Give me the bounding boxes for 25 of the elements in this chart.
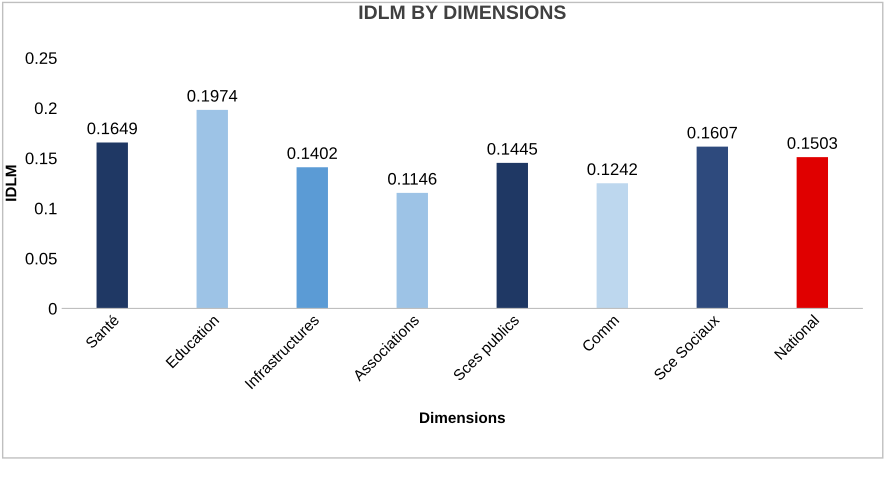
bar <box>596 183 628 308</box>
y-tick-label: 0.15 <box>26 152 57 164</box>
bar <box>96 142 128 308</box>
bar <box>396 192 428 308</box>
bar <box>296 167 328 308</box>
data-label: 0.1402 <box>287 147 337 160</box>
bar <box>796 157 828 308</box>
y-tick-label: 0 <box>48 302 57 315</box>
data-label: 0.1607 <box>687 126 737 139</box>
y-tick-label: 0.05 <box>26 252 57 265</box>
x-axis-title: Dimensions <box>420 412 505 424</box>
data-label: 0.1503 <box>787 137 838 149</box>
bar <box>196 110 228 308</box>
y-tick-label: 0.1 <box>34 202 57 214</box>
data-label: 0.1649 <box>87 122 137 134</box>
data-label: 0.1445 <box>487 142 538 155</box>
data-label: 0.1242 <box>587 163 637 176</box>
bar <box>696 146 728 308</box>
data-label: 0.1146 <box>388 172 436 185</box>
y-axis-title: IDLM <box>6 166 16 201</box>
data-label: 0.1974 <box>187 90 238 102</box>
y-tick-label: 0.25 <box>26 52 57 64</box>
chart-title: IDLM BY DIMENSIONS <box>360 5 566 20</box>
y-tick-label: 0.2 <box>34 102 57 114</box>
bar <box>496 162 528 308</box>
